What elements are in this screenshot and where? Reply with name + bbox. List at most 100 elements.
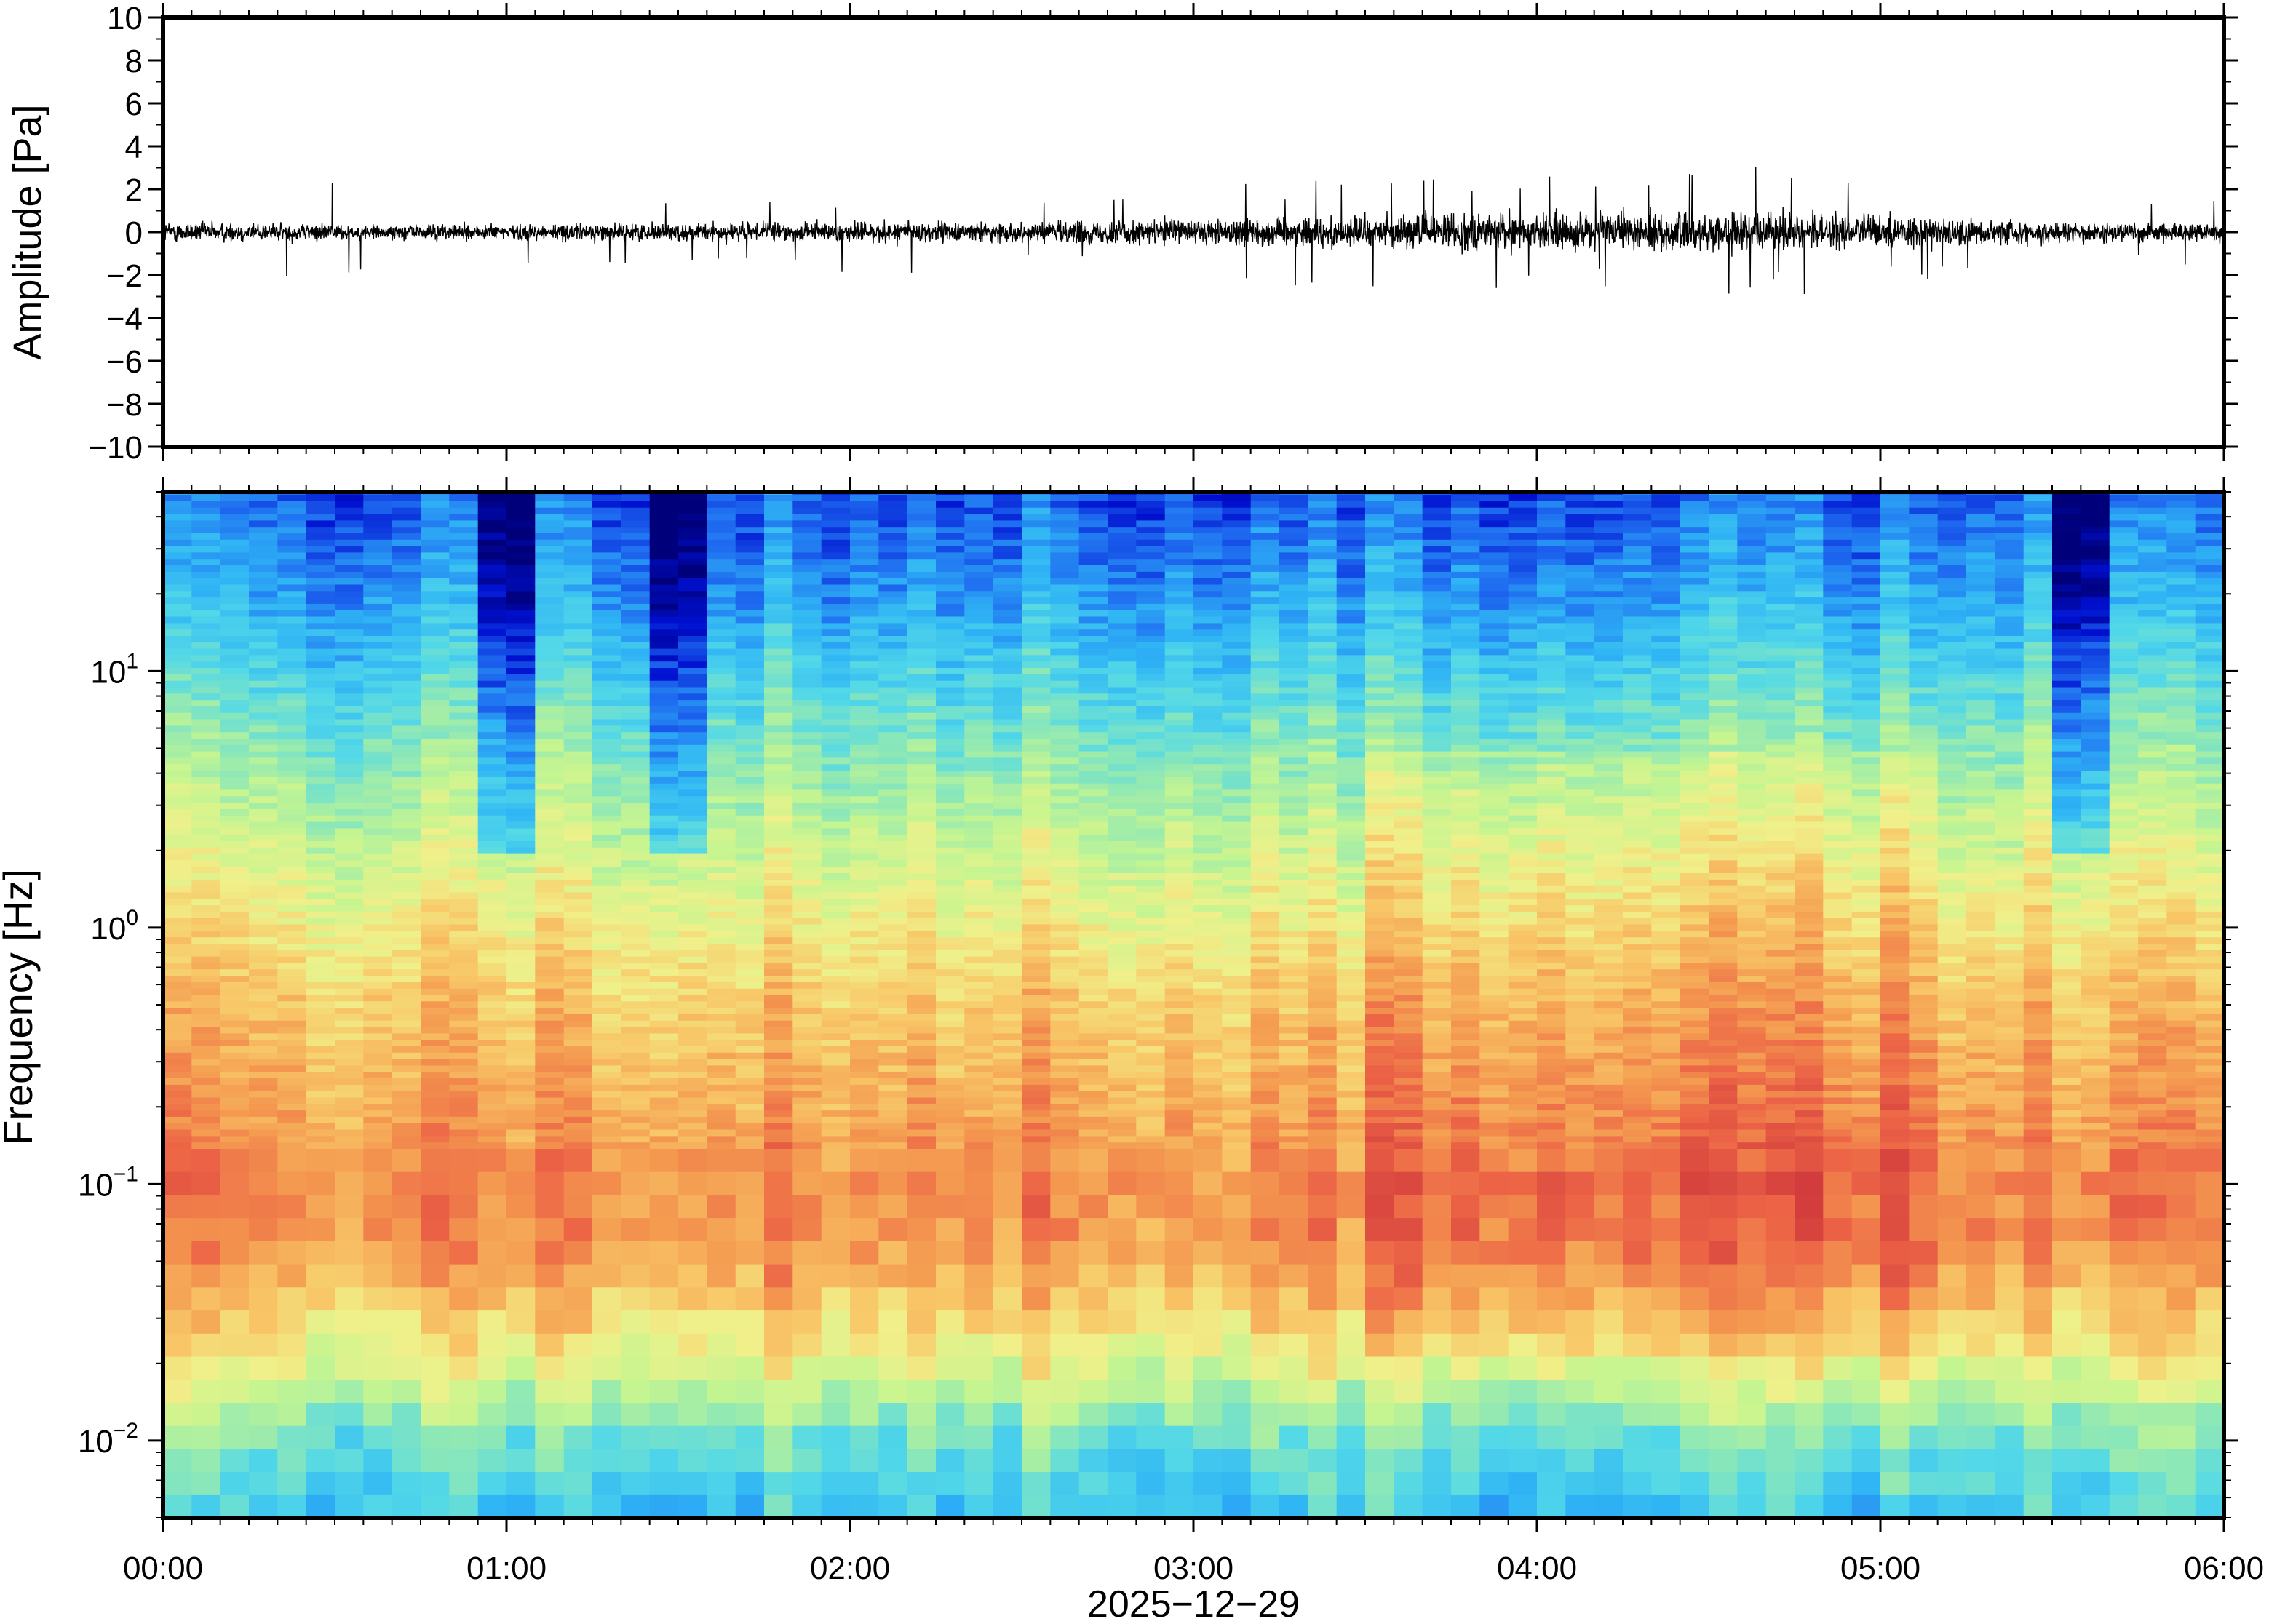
spectrogram-cell	[936, 872, 965, 880]
spectrogram-cell	[392, 706, 421, 713]
spectrogram-cell	[936, 859, 965, 867]
spectrogram-cell	[563, 693, 593, 701]
spectrogram-cell	[1022, 808, 1051, 816]
spectrogram-cell	[506, 610, 536, 617]
spectrogram-cell	[936, 610, 965, 617]
spectrogram-cell	[477, 936, 507, 944]
spectrogram-cell	[764, 533, 793, 540]
spectrogram-cell	[1078, 815, 1108, 822]
spectrogram-cell	[1250, 686, 1280, 694]
spectrogram-cell	[850, 1116, 879, 1123]
spectrogram-cell	[421, 1116, 450, 1123]
spectrogram-cell	[878, 629, 908, 636]
spectrogram-cell	[163, 680, 192, 688]
spectrogram-cell	[1136, 943, 1166, 950]
spectrogram-cell	[1250, 962, 1280, 970]
spectrogram-cell	[707, 661, 736, 668]
spectrogram-cell	[735, 533, 765, 540]
spectrogram-cell	[993, 1052, 1022, 1059]
spectrogram-cell	[878, 507, 908, 514]
spectrogram-cell	[363, 763, 393, 771]
spectrogram-cell	[1193, 1171, 1223, 1195]
spectrogram-cell	[392, 642, 421, 649]
spectrogram-cell	[1250, 834, 1280, 841]
spectrogram-cell	[1136, 950, 1166, 957]
spectrogram-cell	[1279, 936, 1308, 944]
spectrogram-cell	[1050, 1148, 1080, 1172]
spectrogram-cell	[1250, 507, 1280, 514]
spectrogram-cell	[936, 1217, 965, 1241]
spectrogram-cell	[792, 1046, 822, 1053]
spectrogram-cell	[621, 1123, 651, 1130]
spectrogram-cell	[850, 1379, 879, 1403]
spectrogram-cell	[163, 1071, 192, 1078]
spectrogram-cell	[678, 872, 707, 880]
spectrogram-cell	[907, 789, 937, 797]
spectrogram-cell	[1164, 1071, 1194, 1078]
spectrogram-cell	[1078, 918, 1108, 925]
spectrogram-cell	[1108, 654, 1137, 662]
spectrogram-cell	[821, 1046, 851, 1053]
spectrogram-cell	[878, 610, 908, 617]
spectrogram-cell	[907, 501, 937, 508]
spectrogram-cell	[621, 693, 651, 701]
spectrogram-cell	[191, 552, 221, 560]
spectrogram-cell	[1279, 526, 1308, 533]
spectrogram-cell	[563, 1379, 593, 1403]
spectrogram-cell	[506, 629, 536, 636]
spectrogram-cell	[1022, 975, 1051, 982]
spectrogram-cell	[1050, 526, 1080, 533]
spectrogram-cell	[878, 763, 908, 771]
spectrogram-cell	[1222, 904, 1252, 912]
spectrogram-cell	[764, 1402, 793, 1426]
spectrogram-cell	[649, 744, 679, 752]
spectrogram-cell	[1050, 770, 1080, 777]
spectrogram-cell	[277, 994, 307, 1002]
spectrogram-cell	[878, 674, 908, 681]
spectrogram-cell	[220, 731, 250, 739]
spectrogram-cell	[449, 840, 479, 848]
spectrogram-cell	[1164, 654, 1194, 662]
spectrogram-cell	[678, 795, 707, 803]
spectrogram-cell	[535, 1046, 565, 1053]
spectrogram-cell	[792, 827, 822, 835]
spectrogram-cell	[649, 514, 679, 521]
spectrogram-cell	[621, 1425, 651, 1449]
spectrogram-cell	[363, 1471, 393, 1495]
spectrogram-cell	[707, 597, 736, 604]
spectrogram-cell	[850, 1142, 879, 1149]
spectrogram-cell	[850, 712, 879, 720]
spectrogram-cell	[191, 719, 221, 726]
spectrogram-cell	[993, 744, 1022, 752]
spectrogram-cell	[678, 1116, 707, 1123]
spectrogram-cell	[792, 706, 822, 713]
spectrogram-cell	[421, 950, 450, 957]
spectrogram-cell	[335, 719, 364, 726]
spectrogram-cell	[363, 1379, 393, 1403]
spectrogram-cell	[1164, 1264, 1194, 1288]
spectrogram-cell	[1193, 597, 1223, 604]
spectrogram-cell	[621, 546, 651, 553]
spectrogram-cell	[678, 982, 707, 989]
spectrogram-cell	[1136, 507, 1166, 514]
spectrogram-cell	[392, 494, 421, 501]
spectrogram-cell	[764, 610, 793, 617]
spectrogram-cell	[850, 667, 879, 674]
spectrogram-cell	[1250, 526, 1280, 533]
spectrogram-cell	[477, 904, 507, 912]
spectrogram-cell	[1108, 1264, 1137, 1288]
spectrogram-cell	[764, 693, 793, 701]
spectrogram-cell	[792, 1039, 822, 1046]
spectrogram-cell	[449, 1194, 479, 1219]
spectrogram-cell	[306, 1425, 335, 1449]
spectrogram-cell	[1164, 1039, 1194, 1046]
spectrogram-cell	[707, 1007, 736, 1014]
spectrogram-cell	[907, 1425, 937, 1449]
spectrogram-cell	[477, 789, 507, 797]
spectrogram-cell	[1108, 725, 1137, 733]
spectrogram-cell	[735, 847, 765, 854]
spectrogram-cell	[1193, 936, 1223, 944]
spectrogram-cell	[563, 936, 593, 944]
spectrogram-cell	[392, 821, 421, 829]
spectrogram-cell	[1308, 1310, 1338, 1334]
